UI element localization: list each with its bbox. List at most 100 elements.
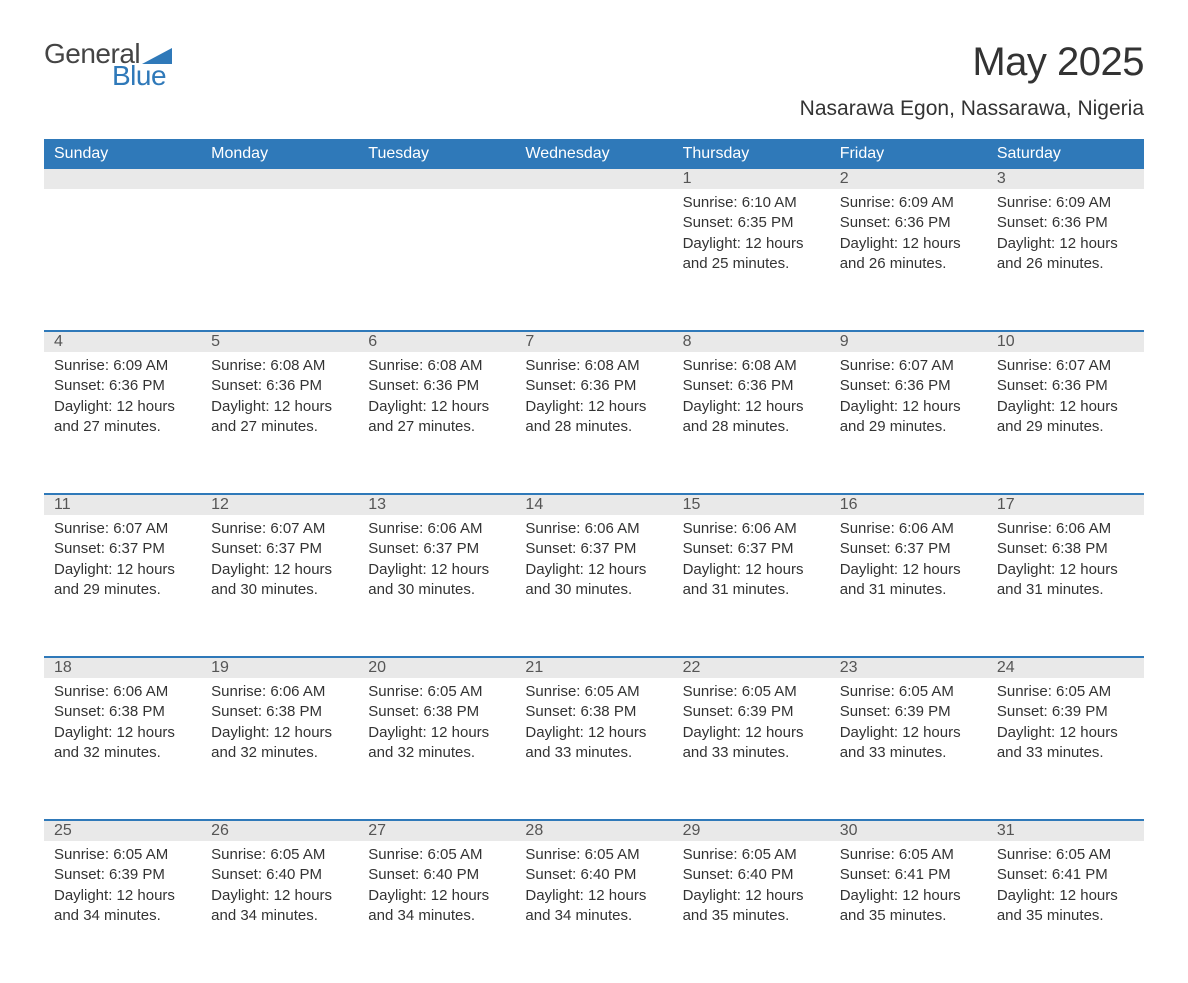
sunset-line: Sunset: 6:37 PM	[211, 539, 348, 559]
sunrise-line: Sunrise: 6:06 AM	[683, 519, 820, 539]
day-number: 8	[673, 332, 830, 352]
logo-word-blue: Blue	[112, 62, 172, 90]
day-body-cell: Sunrise: 6:06 AMSunset: 6:37 PMDaylight:…	[358, 515, 515, 657]
sunrise-line: Sunrise: 6:05 AM	[54, 845, 191, 865]
sunrise-line: Sunrise: 6:06 AM	[840, 519, 977, 539]
weekday-header: Wednesday	[515, 140, 672, 168]
week-daynum-row: 45678910	[44, 331, 1144, 352]
day-number: 16	[830, 495, 987, 515]
day-number: 28	[515, 821, 672, 841]
day-number: 21	[515, 658, 672, 678]
day-number-cell: 25	[44, 820, 201, 841]
day-number: 4	[44, 332, 201, 352]
day-number-cell: 5	[201, 331, 358, 352]
day-body-cell: Sunrise: 6:05 AMSunset: 6:40 PMDaylight:…	[673, 841, 830, 983]
daylight-line: and 26 minutes.	[840, 254, 977, 274]
daylight-line: Daylight: 12 hours	[54, 560, 191, 580]
day-number-cell: 3	[987, 168, 1144, 189]
daylight-line: and 34 minutes.	[54, 906, 191, 926]
day-number: 15	[673, 495, 830, 515]
sunrise-line: Sunrise: 6:10 AM	[683, 193, 820, 213]
daylight-line: and 30 minutes.	[368, 580, 505, 600]
sunset-line: Sunset: 6:38 PM	[211, 702, 348, 722]
daylight-line: Daylight: 12 hours	[525, 723, 662, 743]
day-number	[358, 169, 515, 189]
day-body-cell: Sunrise: 6:05 AMSunset: 6:40 PMDaylight:…	[358, 841, 515, 983]
sunset-line: Sunset: 6:36 PM	[997, 376, 1134, 396]
daylight-line: and 28 minutes.	[683, 417, 820, 437]
daylight-line: and 27 minutes.	[54, 417, 191, 437]
sunset-line: Sunset: 6:36 PM	[840, 376, 977, 396]
sunset-line: Sunset: 6:36 PM	[368, 376, 505, 396]
daylight-line: Daylight: 12 hours	[997, 234, 1134, 254]
daylight-line: and 35 minutes.	[683, 906, 820, 926]
day-number-cell: 10	[987, 331, 1144, 352]
day-number: 27	[358, 821, 515, 841]
day-body-cell: Sunrise: 6:05 AMSunset: 6:39 PMDaylight:…	[673, 678, 830, 820]
day-number: 12	[201, 495, 358, 515]
sunset-line: Sunset: 6:36 PM	[211, 376, 348, 396]
sunrise-line: Sunrise: 6:09 AM	[54, 356, 191, 376]
day-number: 18	[44, 658, 201, 678]
sunset-line: Sunset: 6:38 PM	[525, 702, 662, 722]
sunrise-line: Sunrise: 6:08 AM	[683, 356, 820, 376]
day-number-cell: 22	[673, 657, 830, 678]
title-block: May 2025 Nasarawa Egon, Nassarawa, Niger…	[800, 40, 1144, 131]
day-body-cell	[44, 189, 201, 331]
day-body-cell: Sunrise: 6:05 AMSunset: 6:39 PMDaylight:…	[987, 678, 1144, 820]
daylight-line: Daylight: 12 hours	[683, 723, 820, 743]
day-number-cell: 14	[515, 494, 672, 515]
day-number: 25	[44, 821, 201, 841]
daylight-line: Daylight: 12 hours	[840, 723, 977, 743]
daylight-line: Daylight: 12 hours	[54, 886, 191, 906]
daylight-line: and 29 minutes.	[54, 580, 191, 600]
sunset-line: Sunset: 6:37 PM	[54, 539, 191, 559]
day-number-cell	[358, 168, 515, 189]
day-body-cell: Sunrise: 6:05 AMSunset: 6:38 PMDaylight:…	[515, 678, 672, 820]
daylight-line: and 32 minutes.	[211, 743, 348, 763]
day-body-cell: Sunrise: 6:05 AMSunset: 6:39 PMDaylight:…	[44, 841, 201, 983]
daylight-line: Daylight: 12 hours	[525, 397, 662, 417]
logo: General Blue	[44, 40, 172, 90]
sunset-line: Sunset: 6:40 PM	[211, 865, 348, 885]
daylight-line: and 33 minutes.	[683, 743, 820, 763]
sunrise-line: Sunrise: 6:09 AM	[840, 193, 977, 213]
day-body-cell	[201, 189, 358, 331]
day-body-cell: Sunrise: 6:08 AMSunset: 6:36 PMDaylight:…	[201, 352, 358, 494]
day-number: 24	[987, 658, 1144, 678]
day-body-cell: Sunrise: 6:05 AMSunset: 6:40 PMDaylight:…	[515, 841, 672, 983]
week-body-row: Sunrise: 6:07 AMSunset: 6:37 PMDaylight:…	[44, 515, 1144, 657]
week-daynum-row: 18192021222324	[44, 657, 1144, 678]
weekday-header: Monday	[201, 140, 358, 168]
daylight-line: and 35 minutes.	[840, 906, 977, 926]
day-number-cell: 20	[358, 657, 515, 678]
day-number-cell: 13	[358, 494, 515, 515]
day-number: 14	[515, 495, 672, 515]
sunrise-line: Sunrise: 6:05 AM	[683, 682, 820, 702]
page-subtitle: Nasarawa Egon, Nassarawa, Nigeria	[800, 97, 1144, 121]
sunset-line: Sunset: 6:36 PM	[840, 213, 977, 233]
day-body-cell: Sunrise: 6:08 AMSunset: 6:36 PMDaylight:…	[358, 352, 515, 494]
weekday-header: Tuesday	[358, 140, 515, 168]
day-number: 6	[358, 332, 515, 352]
sunset-line: Sunset: 6:39 PM	[997, 702, 1134, 722]
daylight-line: Daylight: 12 hours	[368, 397, 505, 417]
day-number-cell: 30	[830, 820, 987, 841]
sunrise-line: Sunrise: 6:06 AM	[54, 682, 191, 702]
day-number-cell: 7	[515, 331, 672, 352]
day-number: 29	[673, 821, 830, 841]
sunset-line: Sunset: 6:37 PM	[683, 539, 820, 559]
sunset-line: Sunset: 6:36 PM	[525, 376, 662, 396]
sunset-line: Sunset: 6:41 PM	[997, 865, 1134, 885]
sunrise-line: Sunrise: 6:05 AM	[840, 845, 977, 865]
day-body-cell: Sunrise: 6:09 AMSunset: 6:36 PMDaylight:…	[987, 189, 1144, 331]
day-number-cell: 21	[515, 657, 672, 678]
day-body-cell: Sunrise: 6:07 AMSunset: 6:36 PMDaylight:…	[987, 352, 1144, 494]
day-number-cell: 15	[673, 494, 830, 515]
sunrise-line: Sunrise: 6:06 AM	[997, 519, 1134, 539]
day-number-cell: 2	[830, 168, 987, 189]
daylight-line: Daylight: 12 hours	[368, 723, 505, 743]
day-number-cell: 17	[987, 494, 1144, 515]
day-body-cell: Sunrise: 6:06 AMSunset: 6:38 PMDaylight:…	[987, 515, 1144, 657]
daylight-line: Daylight: 12 hours	[997, 397, 1134, 417]
